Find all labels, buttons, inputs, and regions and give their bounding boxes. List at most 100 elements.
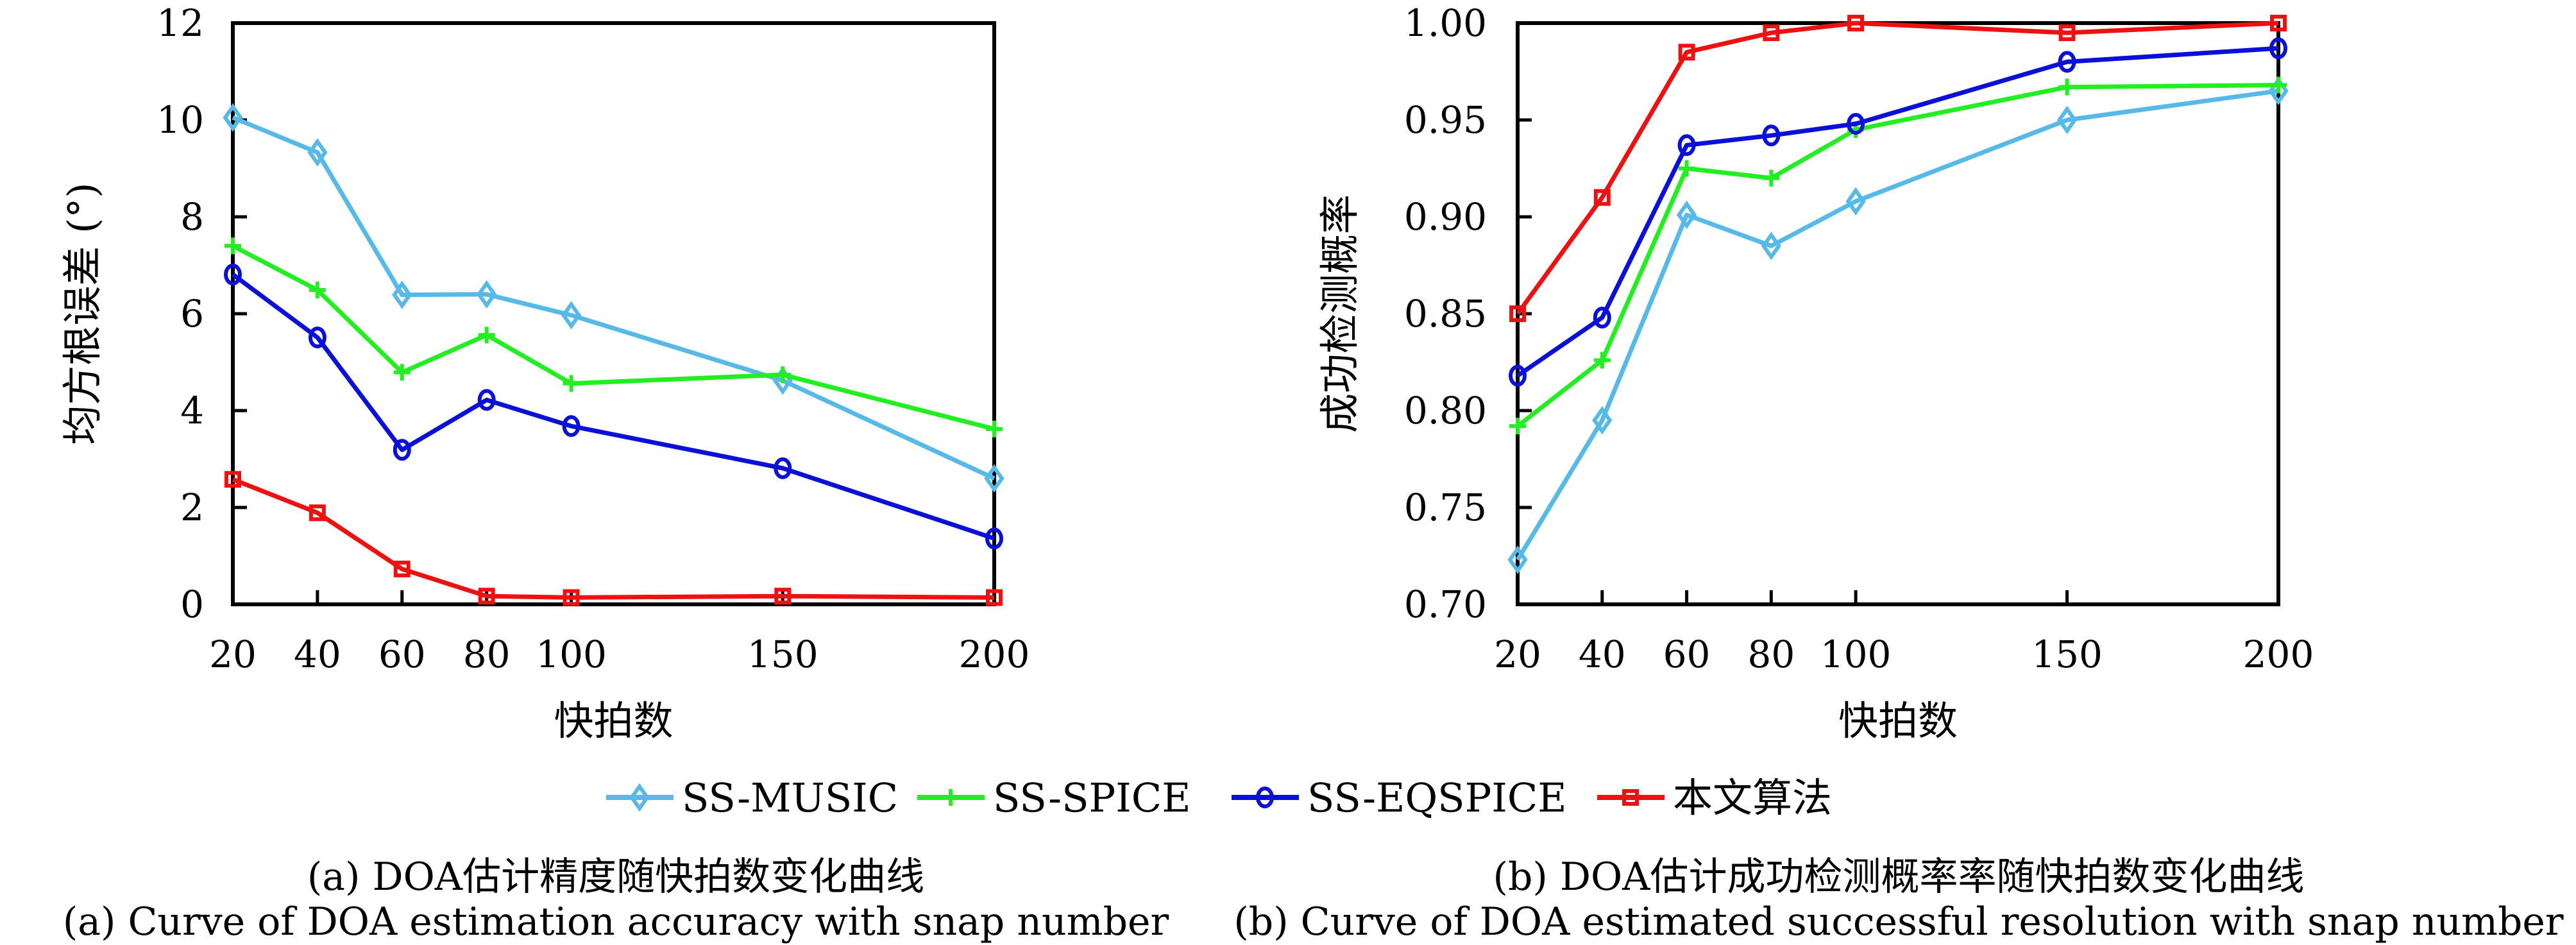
y-axis-title: 成功检测概率 — [1316, 194, 1363, 433]
marker-square — [2058, 24, 2076, 42]
marker-diamond — [2056, 105, 2078, 135]
legend-item: SS-MUSIC — [606, 774, 898, 821]
x-tick-label: 20 — [209, 633, 257, 676]
y-tick-label: 10 — [157, 98, 204, 142]
marker-plus — [225, 237, 241, 255]
marker-square — [774, 588, 792, 605]
x-tick-label: 20 — [1494, 633, 1541, 676]
marker-diamond — [1592, 405, 1613, 435]
marker-diamond — [1507, 545, 1528, 574]
marker-plus — [393, 364, 411, 381]
marker-square — [225, 471, 241, 488]
marker-circle — [393, 439, 411, 461]
marker-square — [986, 589, 1003, 606]
y-tick-label: 2 — [180, 486, 204, 529]
marker-circle — [1593, 307, 1611, 329]
chart-panel-b: 0.70 0.75 0.80 0.85 0.90 0.95 1.00 20 40 60 80 100 1… — [1316, 1, 2314, 744]
marker-circle — [985, 527, 1003, 550]
x-tick-label: 40 — [294, 633, 341, 676]
legend-label: SS-SPICE — [993, 774, 1191, 821]
marker-square — [563, 589, 580, 606]
y-axis-title: 均方根误差 (°) — [59, 182, 106, 445]
caption-b-cn: (b) DOA估计成功检测概率率随快拍数变化曲线 — [1493, 855, 2305, 899]
series-本文算法 — [225, 471, 1003, 606]
marker-plus — [2270, 76, 2287, 94]
marker-plus — [563, 375, 580, 392]
caption-b-en: (b) Curve of DOA estimated successful re… — [1233, 899, 2564, 944]
marker-circle — [1677, 134, 1696, 157]
y-tick-label: 0.85 — [1404, 292, 1487, 336]
x-tick-label: 200 — [959, 633, 1030, 676]
marker-diamond — [1676, 200, 1697, 230]
x-tick-label: 150 — [747, 633, 818, 676]
caption-a-en: (a) Curve of DOA estimation accuracy wit… — [62, 899, 1169, 944]
x-tick-label: 80 — [463, 633, 511, 676]
y-tick-label: 0.80 — [1404, 389, 1487, 432]
x-tick-label: 100 — [536, 633, 607, 676]
marker-square — [393, 560, 411, 577]
y-tick-label: 12 — [157, 1, 204, 45]
marker-square — [478, 588, 495, 605]
marker-plus — [774, 366, 792, 384]
x-axis-title: 快拍数 — [1838, 697, 1958, 744]
marker-diamond — [1761, 232, 1782, 260]
legend-label: SS-MUSIC — [682, 774, 898, 821]
y-tick-label: 0.95 — [1404, 98, 1487, 142]
marker-square — [1678, 44, 1695, 61]
marker-plus — [478, 327, 495, 344]
marker-circle — [2058, 51, 2076, 73]
series-本文算法 — [1509, 15, 2287, 322]
x-tick-label: 40 — [1579, 633, 1626, 676]
x-axis-title: 快拍数 — [554, 697, 673, 744]
marker-square — [1622, 789, 1639, 806]
series-line — [1516, 21, 2279, 316]
marker-circle — [2269, 37, 2287, 60]
x-tick-label: 100 — [1820, 633, 1892, 676]
series-line — [232, 477, 995, 600]
marker-square — [1763, 24, 1780, 42]
marker-square — [1593, 189, 1611, 206]
marker-square — [2270, 15, 2287, 31]
legend-item: SS-SPICE — [917, 774, 1191, 821]
series-SS-MUSIC — [223, 103, 1004, 493]
series-line — [231, 272, 996, 541]
marker-plus — [309, 282, 326, 299]
marker-diamond — [984, 464, 1004, 493]
marker-diamond — [561, 301, 582, 330]
marker-circle — [1256, 787, 1274, 808]
series-SS-SPICE — [1509, 76, 2287, 435]
x-tick-label: 60 — [378, 633, 426, 676]
legend-item: 本文算法 — [1597, 774, 1832, 821]
marker-diamond — [307, 138, 328, 167]
legend-item: SS-EQSPICE — [1232, 774, 1567, 821]
y-tick-label: 0.90 — [1404, 195, 1487, 239]
marker-plus — [1678, 160, 1695, 177]
series-SS-MUSIC — [1507, 76, 2289, 574]
x-tick-label: 80 — [1747, 633, 1795, 676]
y-tick-label: 0.70 — [1404, 583, 1487, 626]
series-SS-EQSPICE — [224, 263, 1003, 550]
x-tick-label: 60 — [1663, 633, 1711, 676]
series-line — [232, 244, 995, 432]
marker-circle — [562, 415, 580, 438]
marker-circle — [477, 389, 496, 411]
series-SS-SPICE — [225, 237, 1003, 438]
legend: SS-MUSIC SS-SPICE SS-EQSPICE 本文算法 — [606, 774, 1832, 821]
marker-diamond — [1845, 187, 1866, 216]
marker-square — [1847, 15, 1865, 31]
marker-plus — [942, 789, 959, 806]
marker-circle — [308, 326, 326, 348]
legend-label: SS-EQSPICE — [1307, 774, 1567, 821]
y-tick-label: 4 — [180, 389, 204, 432]
marker-circle — [1847, 113, 1865, 135]
series-line — [232, 115, 996, 481]
marker-square — [309, 504, 326, 522]
plot-frame — [231, 21, 996, 606]
series-line — [1516, 46, 2279, 378]
marker-plus — [2058, 78, 2076, 96]
marker-diamond — [476, 280, 497, 309]
y-tick-label: 6 — [180, 292, 204, 336]
marker-square — [1509, 305, 1526, 322]
caption-a-cn: (a) DOA估计精度随快拍数变化曲线 — [307, 855, 925, 899]
